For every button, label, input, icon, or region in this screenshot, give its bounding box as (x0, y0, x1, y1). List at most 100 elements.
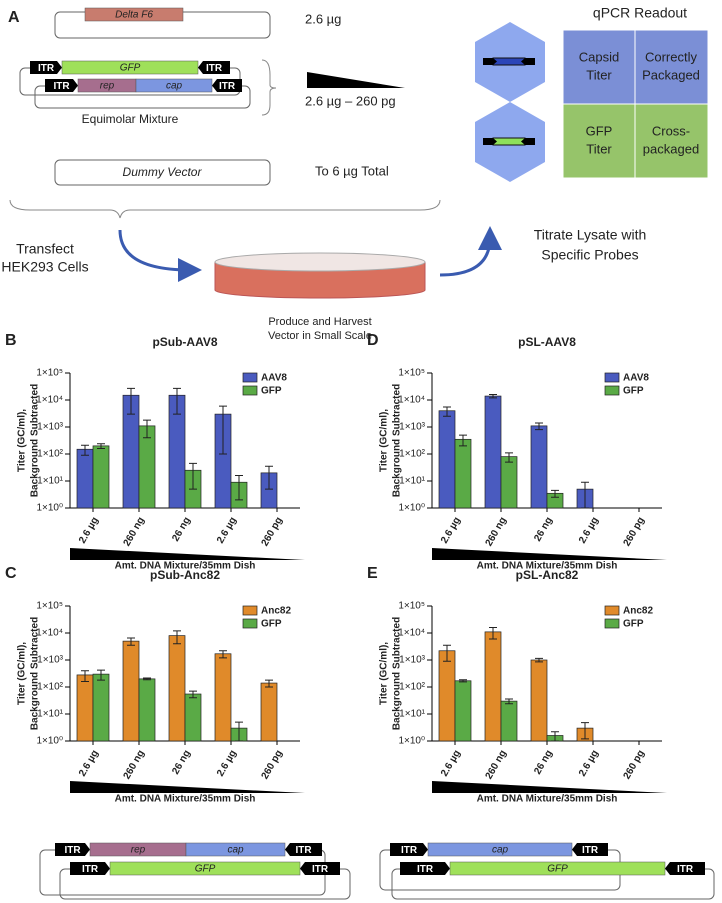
bar (184, 693, 202, 742)
y-tick-label: 1×10² (399, 682, 426, 693)
error-bar (443, 406, 451, 417)
gene-label: cap (227, 845, 244, 856)
y-tick-label: 1×10⁴ (36, 395, 63, 406)
genome (492, 137, 526, 146)
y-tick-label: 1×10³ (399, 655, 426, 666)
itr-label: ITR (582, 845, 599, 856)
dish (214, 262, 426, 299)
itr-label: ITR (219, 81, 236, 92)
itr-label: ITR (53, 81, 70, 92)
error-bar (219, 650, 227, 659)
y-axis-label: Background Subtracted (392, 617, 403, 730)
x-axis-label: Amt. DNA Mixture/35mm Dish (115, 794, 256, 805)
error-bar (551, 731, 559, 742)
itr (390, 843, 428, 856)
table-text: Titer (586, 67, 612, 82)
table-cell (563, 30, 635, 104)
y-axis-label: Background Subtracted (30, 617, 41, 730)
bar (76, 674, 94, 742)
chart-title: pSL-AAV8 (518, 335, 576, 349)
x-tick-label: 2.6 µg (215, 748, 239, 778)
x-tick-label: 26 ng (532, 748, 555, 776)
label: 2.6 µg (305, 11, 341, 26)
itr (400, 862, 450, 875)
x-tick-label: 260 ng (484, 515, 509, 548)
arrow (439, 226, 502, 277)
bar (454, 438, 472, 509)
gene-label: Delta F6 (115, 10, 153, 21)
x-axis-label: Amt. DNA Mixture/35mm Dish (477, 794, 618, 805)
x-tick-label: 2.6 µg (439, 748, 463, 778)
legend-swatch (242, 385, 258, 396)
x-tick-label: 260 pg (622, 515, 647, 548)
y-tick-label: 1×10⁰ (398, 736, 425, 747)
itr (45, 79, 78, 92)
y-tick-label: 1×10⁵ (36, 601, 63, 612)
y-axis-label: Titer (GC/ml), (379, 409, 390, 472)
itr (521, 58, 535, 65)
itr (572, 843, 608, 856)
itr-label: ITR (401, 845, 418, 856)
y-tick-label: 1×10³ (399, 422, 426, 433)
label: qPCR Readout (593, 5, 687, 21)
x-tick-label: 26 ng (170, 748, 193, 776)
bar (76, 448, 94, 509)
gene-label: GFP (547, 864, 568, 875)
bar (92, 445, 110, 509)
itr (300, 862, 340, 875)
error-bar (97, 669, 105, 681)
error-bar (505, 698, 513, 705)
error-bar (459, 434, 467, 447)
y-tick-label: 1×10¹ (37, 476, 64, 487)
itr (212, 79, 242, 92)
error-bar (581, 722, 589, 740)
panel-label: B (5, 332, 17, 349)
y-tick-label: 1×10¹ (399, 476, 426, 487)
error-bar (489, 626, 497, 640)
legend-swatch (604, 605, 620, 616)
x-tick-label: 26 ng (170, 515, 193, 543)
error-bar (189, 462, 197, 490)
bar (214, 653, 232, 742)
table-cell (635, 30, 708, 104)
y-tick-label: 1×10² (399, 449, 426, 460)
bar (500, 456, 518, 509)
y-tick-label: 1×10⁰ (36, 736, 63, 747)
itr (285, 843, 322, 856)
legend-label: GFP (623, 619, 644, 630)
gene (84, 7, 184, 22)
itr (521, 138, 535, 145)
label: Vector in Small Scale (268, 330, 372, 342)
legend-swatch (604, 372, 620, 383)
table-text: Cross- (652, 123, 690, 138)
x-tick-label: 2.6 µg (215, 515, 239, 545)
itr (198, 61, 230, 74)
legend-swatch (242, 372, 258, 383)
legend-label: GFP (261, 619, 282, 630)
itr-label: ITR (312, 864, 329, 875)
itr-label: ITR (677, 864, 694, 875)
legend-swatch (604, 385, 620, 396)
table-cell (563, 104, 635, 178)
itr (70, 862, 110, 875)
itr (483, 138, 497, 145)
error-bar (173, 387, 181, 415)
error-bar (81, 670, 89, 682)
itr (30, 61, 62, 74)
error-bar (235, 721, 243, 742)
table-text: Packaged (642, 67, 700, 82)
itr-label: ITR (38, 63, 55, 74)
x-tick-label: 260 ng (122, 515, 147, 548)
y-axis-label: Titer (GC/ml), (17, 642, 28, 705)
error-bar (265, 465, 273, 490)
legend-label: GFP (623, 386, 644, 397)
table-cell (635, 104, 708, 178)
table-text: Titer (586, 141, 612, 156)
itr (483, 58, 497, 65)
legend-label: Anc82 (623, 606, 653, 617)
error-bar (443, 644, 451, 662)
y-axis-label: Background Subtracted (392, 384, 403, 497)
label: HEK293 Cells (1, 259, 88, 275)
